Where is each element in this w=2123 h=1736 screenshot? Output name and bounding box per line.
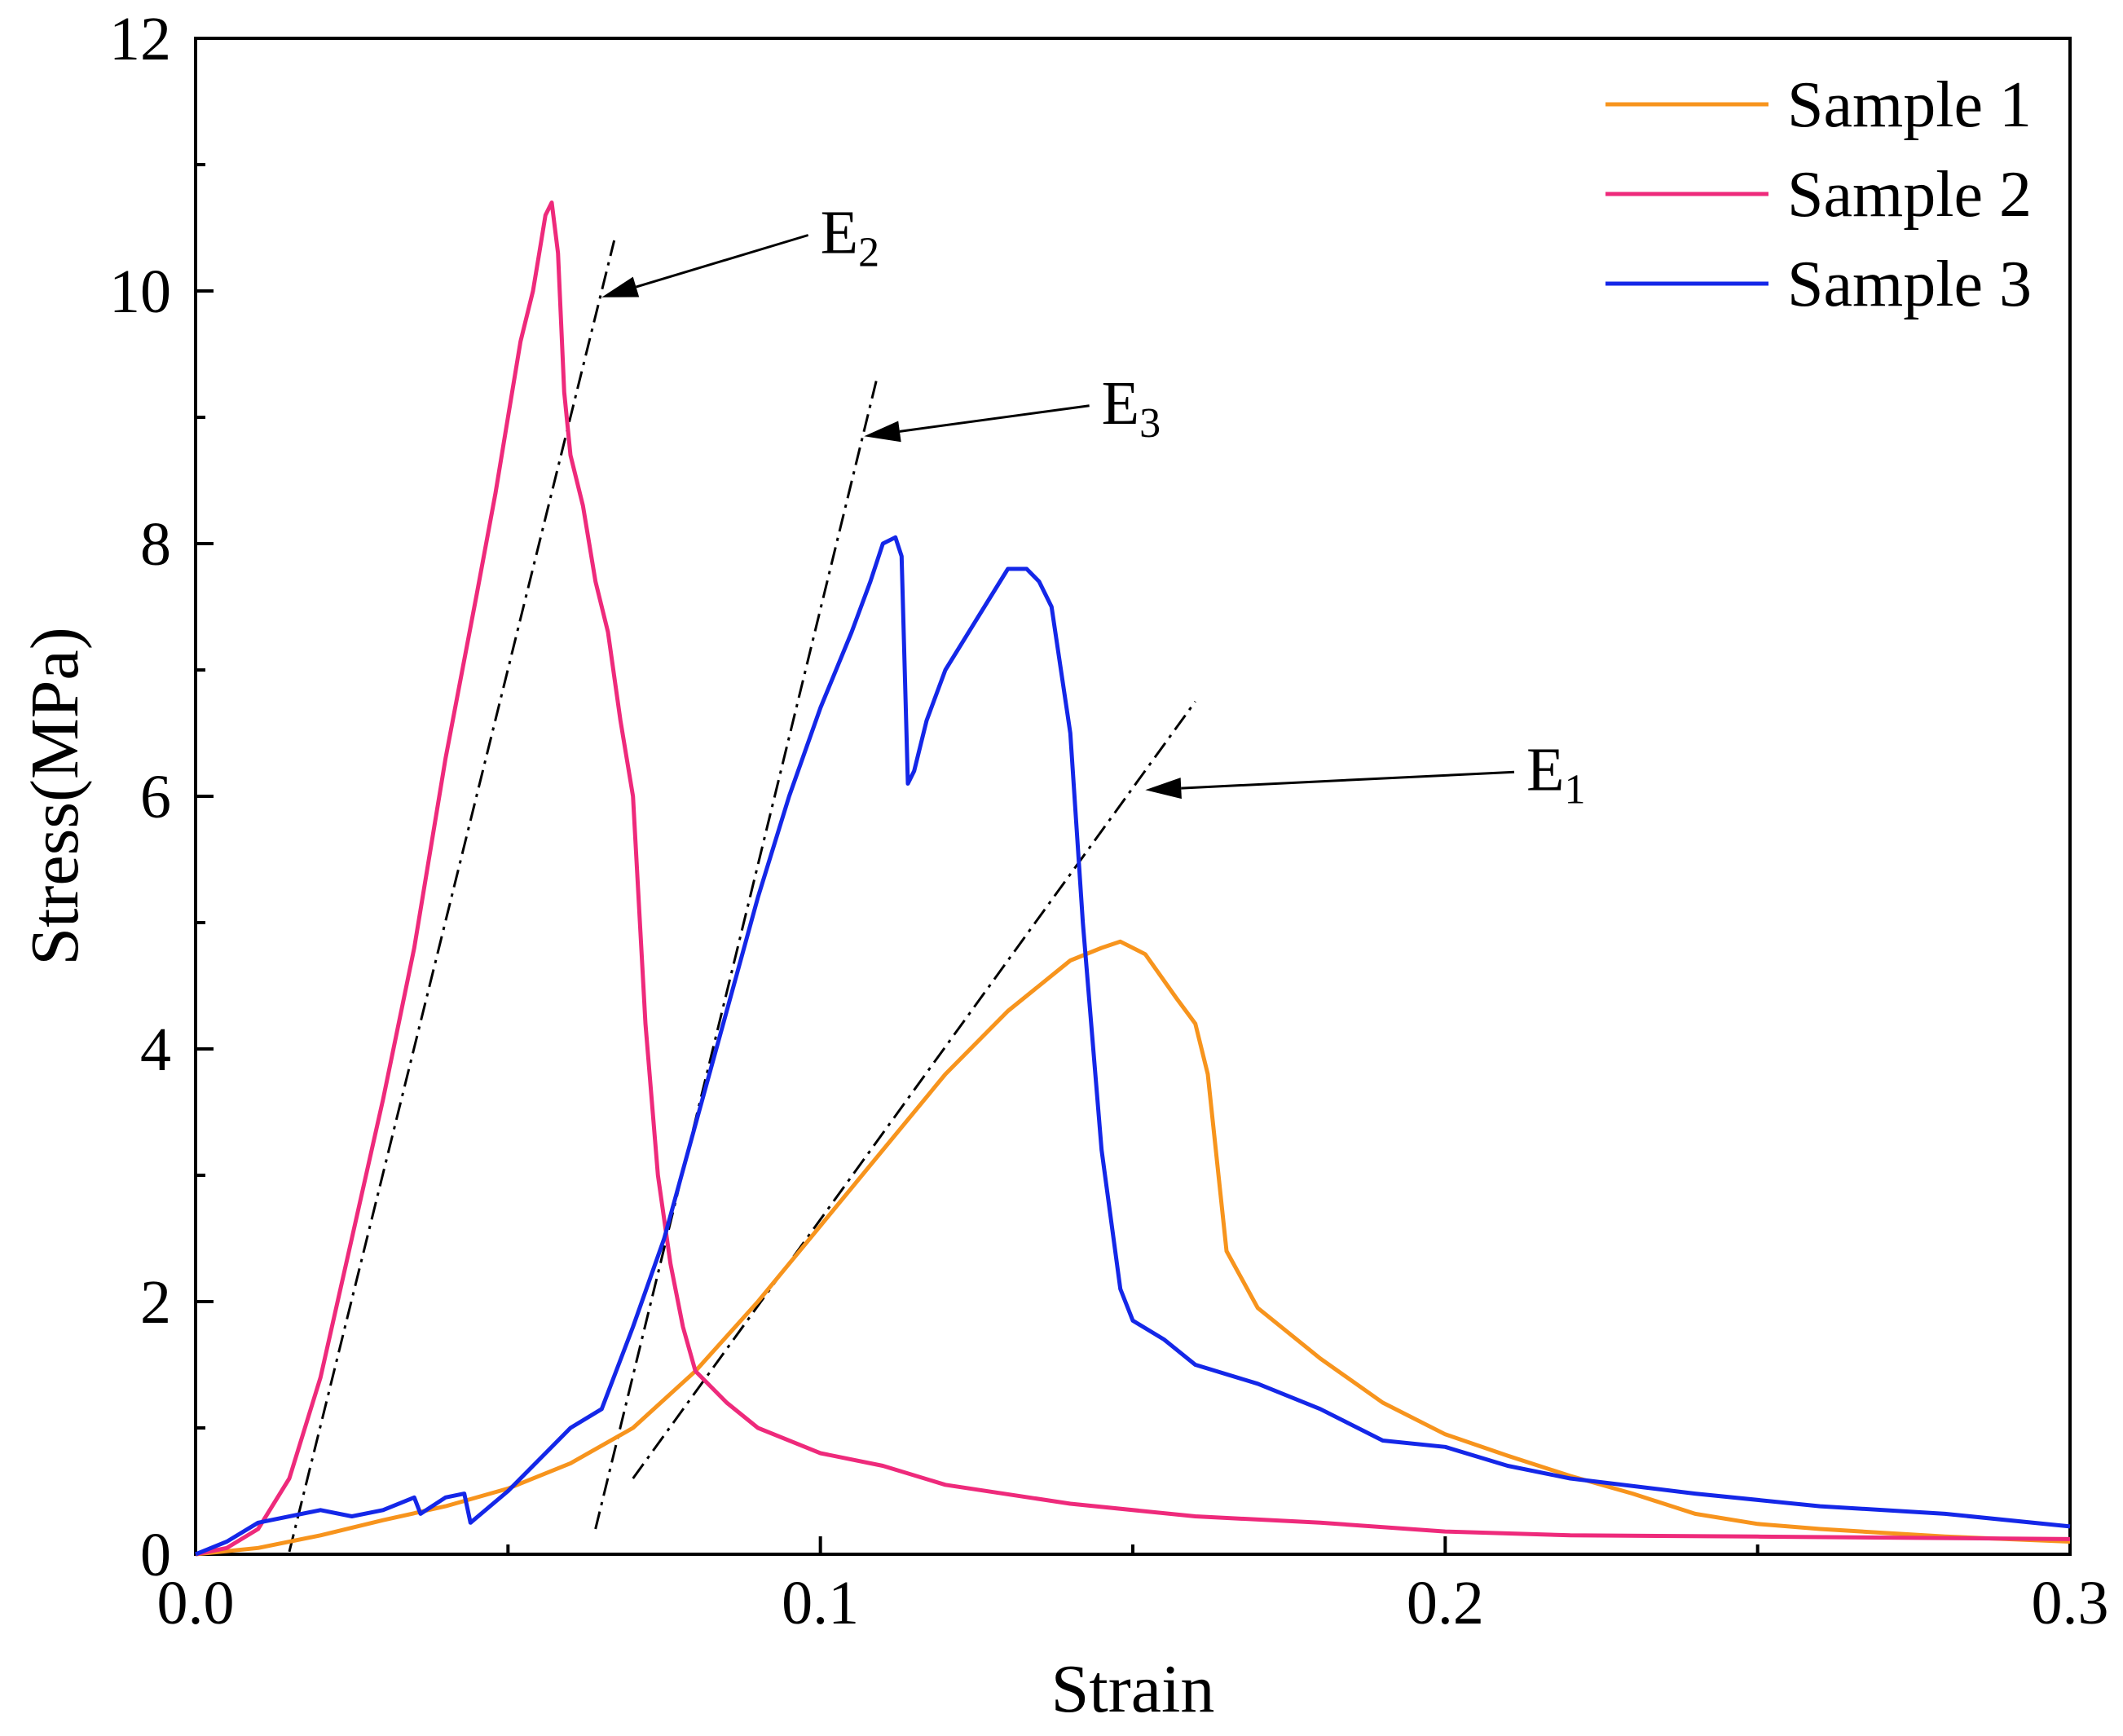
y-tick-label: 2	[140, 1268, 171, 1337]
annotation-letter: E	[1102, 369, 1139, 438]
annotation-subscript: 3	[1139, 400, 1161, 447]
fit-line-e3	[594, 379, 879, 1530]
series-line-sample-1	[195, 939, 2071, 1557]
y-tick-label: 8	[140, 510, 171, 579]
annotation-letter: E	[1526, 735, 1564, 804]
y-axis-title: Stress(MPa)	[17, 627, 93, 965]
annotation-e3: E3	[1102, 369, 1161, 447]
x-tick-label: 0.0	[157, 1569, 235, 1637]
y-tick-label: 4	[140, 1016, 171, 1084]
arrow-e3	[899, 404, 1090, 433]
annotation-e2: E2	[821, 199, 879, 276]
arrow-head-e3	[864, 421, 901, 443]
y-tick-label: 12	[109, 5, 171, 73]
y-tick-label: 0	[140, 1521, 171, 1589]
x-axis-title: Strain	[1051, 1651, 1215, 1727]
y-tick-label: 10	[109, 258, 171, 326]
x-tick-label: 0.3	[2032, 1569, 2109, 1637]
arrow-e2	[636, 234, 809, 289]
arrow-head-e1	[1145, 778, 1182, 800]
fit-line-e1	[632, 700, 1196, 1479]
y-tick-label: 6	[140, 763, 171, 831]
data-series	[195, 200, 2071, 1557]
legend-label-sample-2: Sample 2	[1787, 159, 2032, 231]
x-tick-label: 0.1	[782, 1569, 859, 1637]
legend: Sample 1 Sample 2 Sample 3	[1605, 69, 2032, 320]
arrow-e1	[1181, 770, 1515, 790]
annotation-e1: E1	[1526, 735, 1585, 813]
series-line-sample-3	[195, 535, 2071, 1557]
arrow-head-e2	[601, 276, 640, 297]
annotation-subscript: 1	[1564, 766, 1585, 813]
annotation-subscript: 2	[858, 230, 879, 276]
x-tick-label: 0.2	[1407, 1569, 1484, 1637]
legend-label-sample-1: Sample 1	[1787, 69, 2032, 141]
annotation-letter: E	[821, 199, 858, 267]
legend-label-sample-3: Sample 3	[1787, 249, 2032, 320]
modulus-fit-lines	[288, 240, 1196, 1553]
series-line-sample-2	[195, 200, 2071, 1557]
fit-line-e2	[288, 240, 616, 1553]
